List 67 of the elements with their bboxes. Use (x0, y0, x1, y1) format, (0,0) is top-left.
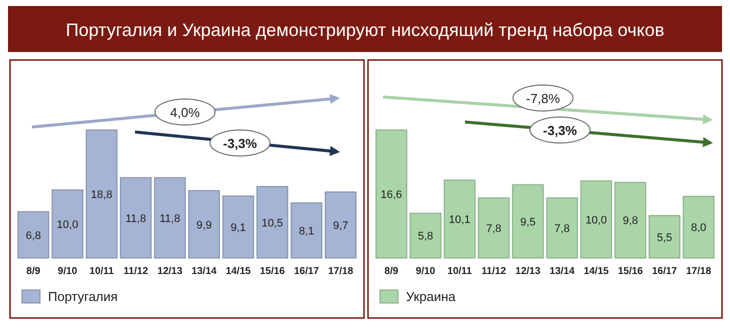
data-label: 11,8 (125, 212, 146, 225)
bar (290, 202, 322, 258)
data-label: 5,5 (656, 232, 672, 244)
chart-title: Португалия и Украина демонстрируют нисходящий тренд набора очков (66, 20, 664, 40)
text: -7,8% (526, 91, 560, 106)
bar (120, 177, 152, 258)
x-tick-label: 12/13 (515, 266, 541, 277)
bar (512, 184, 544, 258)
bar (546, 197, 578, 258)
data-label: 7,8 (486, 222, 502, 235)
x-tick-label: 11/12 (124, 266, 148, 277)
x-tick-label: 15/16 (260, 266, 286, 277)
bar (444, 180, 476, 258)
data-label: 8,0 (690, 222, 706, 234)
data-label: 10,1 (448, 214, 470, 226)
x-tick-label: 8/9 (26, 266, 41, 277)
bar (52, 189, 84, 258)
x-tick-label: 16/17 (294, 266, 320, 277)
data-label: 6,8 (26, 230, 42, 242)
x-tick-label: 10/11 (447, 266, 472, 277)
data-label: 9,9 (196, 219, 212, 232)
annotation: -3,3% (543, 123, 578, 138)
bar (376, 130, 408, 258)
x-tick-label: 12/13 (157, 266, 183, 277)
bar (18, 211, 50, 258)
bar (154, 177, 186, 258)
bar (648, 215, 680, 258)
x-tick-label: 13/14 (192, 266, 218, 277)
bar (324, 191, 356, 258)
data-label: 10,0 (56, 218, 78, 231)
x-tick-label: 9/10 (58, 266, 78, 277)
data-label: 7,8 (554, 222, 570, 235)
data-label: 11,8 (160, 212, 180, 225)
bar (410, 212, 442, 258)
x-tick-label: 17/18 (686, 266, 712, 277)
x-tick-label: 9/10 (416, 266, 436, 277)
data-label: 10,0 (586, 214, 607, 226)
legend-label: Португалия (48, 289, 118, 304)
bar (580, 180, 612, 258)
data-label: 9,8 (622, 215, 638, 228)
data-label: 5,8 (418, 230, 434, 243)
bar (188, 190, 220, 258)
data-label: 9,5 (520, 216, 536, 228)
data-label: 16,6 (380, 189, 402, 201)
x-tick-label: 17/18 (328, 266, 354, 277)
x-tick-label: 8/9 (384, 266, 399, 277)
data-label: 9,7 (332, 220, 348, 232)
data-label: 8,1 (298, 225, 314, 238)
data-label: 9,1 (230, 222, 246, 234)
x-tick-label: 10/11 (89, 266, 114, 277)
x-tick-label: 15/16 (618, 266, 644, 277)
bar (256, 186, 288, 258)
x-tick-label: 14/15 (584, 266, 610, 277)
bar (614, 182, 646, 258)
x-tick-label: 13/14 (550, 266, 576, 277)
x-tick-label: 14/15 (226, 266, 252, 277)
data-label: 18,8 (90, 189, 112, 201)
bar (478, 197, 510, 258)
text: 4,0% (170, 105, 200, 120)
data-label: 10,5 (262, 217, 284, 230)
bar (222, 196, 254, 258)
x-tick-label: 16/17 (652, 266, 678, 277)
legend-label: Украина (406, 289, 456, 304)
annotation: -3,3% (223, 136, 258, 151)
x-tick-label: 11/12 (482, 266, 506, 277)
bar (682, 196, 714, 258)
bar (86, 130, 118, 258)
